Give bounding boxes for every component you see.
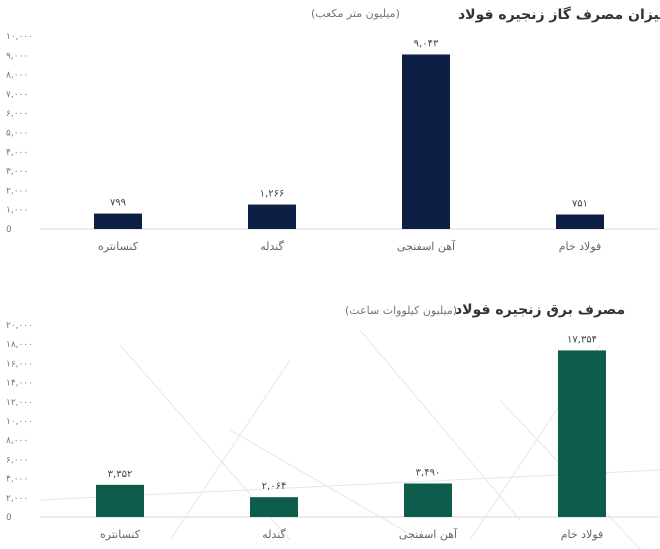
chart1-y-tick-label: ۹,۰۰۰ [6,51,28,61]
chart1-bar [248,204,296,229]
chart1-title: میزان مصرف گاز زنجیره فولاد [458,6,660,23]
chart2-subtitle: (میلیون کیلووات ساعت) [345,304,457,317]
chart2-category-label: گندله [262,528,286,541]
chart1-bar [94,213,142,229]
chart2-y-tick-label: ۲۰,۰۰۰ [6,321,33,331]
chart2-y-tick-label: ۴,۰۰۰ [6,475,28,485]
chart2-y-tick-label: ۶,۰۰۰ [6,455,28,465]
chart1-category-label: گندله [260,240,284,253]
chart1-y-tick-label: 0 [6,225,12,235]
chart2-category-labels: کنسانتره گندله آهن اسفنجی فولاد خام [100,527,603,541]
chart1-category-label: کنسانتره [98,240,139,253]
chart2-data-label: ۲,۰۶۴ [262,481,287,492]
chart1-y-tick-label: ۳,۰۰۰ [6,167,28,177]
gas-consumption-chart: میزان مصرف گاز زنجیره فولاد (میلیون متر … [6,6,660,253]
chart1-y-tick-label: ۴,۰۰۰ [6,148,28,158]
chart2-title: مصرف برق زنجیره فولاد [455,302,625,318]
electricity-consumption-chart: مصرف برق زنجیره فولاد (میلیون کیلووات سا… [6,302,658,541]
chart1-category-label: آهن اسفنجی [397,239,456,253]
chart2-data-label: ۳,۳۵۲ [108,469,133,480]
chart1-subtitle: (میلیون متر مکعب) [311,7,400,20]
chart1-data-label: ۷۹۹ [110,198,126,209]
chart1-data-labels: ۷۹۹ ۱,۲۶۶ ۹,۰۴۳ ۷۵۱ [110,38,588,209]
chart2-y-axis: 0 ۲,۰۰۰ ۴,۰۰۰ ۶,۰۰۰ ۸,۰۰۰ ۱۰,۰۰۰ ۱۲,۰۰۰ ۱۴,۰۰۰ ۱… [6,321,33,523]
chart2-data-label: ۳,۴۹۰ [416,467,441,478]
chart1-category-labels: کنسانتره گندله آهن اسفنجی فولاد خام [98,239,601,253]
chart2-y-tick-label: ۲,۰۰۰ [6,494,28,504]
chart2-bar [558,350,606,517]
chart2-data-label: ۱۷,۳۵۴ [567,334,597,345]
chart2-bar [404,483,452,517]
chart1-y-tick-label: ۶,۰۰۰ [6,109,28,119]
chart2-y-tick-label: ۱۰,۰۰۰ [6,417,33,427]
chart1-y-tick-label: ۵,۰۰۰ [6,129,28,139]
chart2-category-label: کنسانتره [100,528,141,541]
chart2-y-tick-label: ۱۸,۰۰۰ [6,340,33,350]
chart2-y-tick-label: ۱۶,۰۰۰ [6,359,33,369]
chart2-bars [96,350,606,517]
chart2-y-tick-label: ۱۲,۰۰۰ [6,398,33,408]
chart1-data-label: ۱,۲۶۶ [260,189,285,200]
chart2-category-label: آهن اسفنجی [399,527,458,541]
chart1-y-tick-label: ۲,۰۰۰ [6,186,28,196]
chart2-data-labels: ۳,۳۵۲ ۲,۰۶۴ ۳,۴۹۰ ۱۷,۳۵۴ [108,334,597,492]
chart1-y-tick-label: ۷,۰۰۰ [6,90,28,100]
chart1-data-label: ۹,۰۴۳ [414,38,439,49]
chart1-data-label: ۷۵۱ [572,199,588,210]
chart2-y-tick-label: 0 [6,513,12,523]
chart1-y-axis: 0 ۱,۰۰۰ ۲,۰۰۰ ۳,۰۰۰ ۴,۰۰۰ ۵,۰۰۰ ۶,۰۰۰ ۷,۰۰۰ ۸,۰۰… [6,32,33,235]
chart1-y-tick-label: ۱۰,۰۰۰ [6,32,33,42]
chart1-category-label: فولاد خام [559,240,602,253]
chart2-bar [250,497,298,517]
chart1-bar [556,214,604,229]
chart2-y-tick-label: ۸,۰۰۰ [6,436,28,446]
chart1-bar [402,54,450,230]
chart2-bar [96,484,144,517]
chart1-y-tick-label: ۱,۰۰۰ [6,206,28,216]
chart1-y-tick-label: ۸,۰۰۰ [6,71,28,81]
chart2-y-tick-label: ۱۴,۰۰۰ [6,379,33,389]
chart2-category-label: فولاد خام [561,528,604,541]
chart1-bars [94,54,604,230]
